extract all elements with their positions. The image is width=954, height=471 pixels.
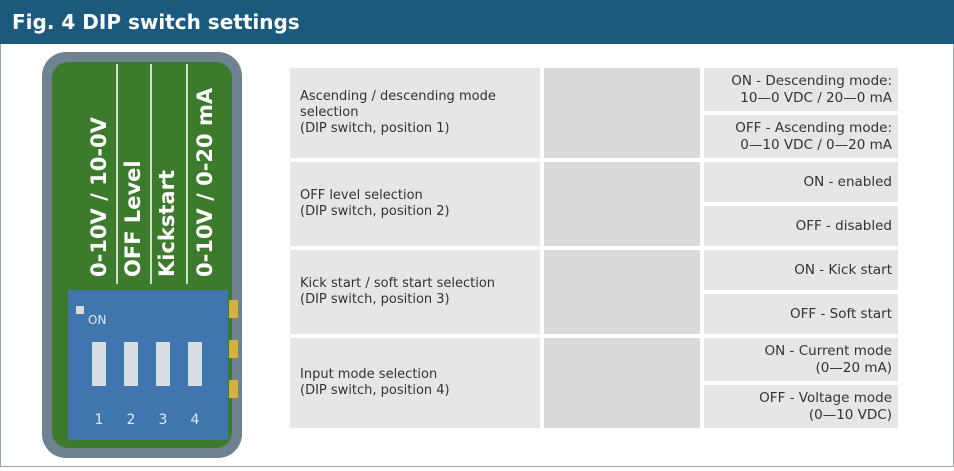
description-note: (DIP switch, position 2) (300, 204, 450, 219)
option-cell: OFF - Soft start (704, 294, 898, 334)
option-cell: OFF - Voltage mode (0—10 VDC) (704, 385, 898, 428)
description-cell: Ascending / descending mode selection (DI… (290, 68, 540, 158)
board-slot (124, 342, 138, 386)
board-on-label: ON (88, 313, 106, 327)
option-line: (0—20 mA) (815, 359, 892, 376)
option-cell: OFF - disabled (704, 206, 898, 246)
option-line: ON - Current mode (764, 342, 892, 359)
description-cell: Kick start / soft start selection (DIP sw… (290, 250, 540, 334)
switch-cell (544, 68, 700, 158)
description-title: Input mode selection (300, 367, 438, 382)
connector (229, 300, 238, 318)
board-slot (188, 342, 202, 386)
description-title: OFF level selection (300, 188, 423, 203)
option-line: 10—0 VDC / 20—0 mA (740, 89, 892, 106)
board-label: Kickstart (155, 170, 179, 277)
board-label: 0-10V / 0-20 mA (193, 87, 217, 277)
board-label: 0-10V / 10-0V (87, 116, 111, 277)
option-line: ON - enabled (803, 173, 892, 190)
option-line: 0—10 VDC / 0—20 mA (740, 136, 892, 153)
option-cell: OFF - Ascending mode: 0—10 VDC / 0—20 mA (704, 115, 898, 158)
description-title: Ascending / descending mode selection (300, 89, 496, 120)
header: Fig. 4 DIP switch settings (0, 0, 954, 44)
board-label: OFF Level (121, 160, 145, 277)
option-cell: ON - Descending mode: 10—0 VDC / 20—0 mA (704, 68, 898, 111)
board-number: 1 (95, 412, 104, 428)
option-cell: ON - Current mode (0—20 mA) (704, 338, 898, 381)
description-note: (DIP switch, position 4) (300, 383, 450, 398)
option-line: OFF - Ascending mode: (735, 119, 892, 136)
description-note: (DIP switch, position 1) (300, 121, 450, 136)
option-cell: ON - enabled (704, 162, 898, 202)
board-number: 2 (127, 412, 136, 428)
board-slot (156, 342, 170, 386)
marker (76, 306, 84, 314)
description-note: (DIP switch, position 3) (300, 292, 450, 307)
switch-cell (544, 338, 700, 428)
board-number: 3 (159, 412, 168, 428)
option-line: (0—10 VDC) (808, 406, 892, 423)
option-line: ON - Descending mode: (731, 72, 892, 89)
connector (229, 380, 238, 398)
connector (229, 340, 238, 358)
switch-cell (544, 162, 700, 246)
description-title: Kick start / soft start selection (300, 276, 496, 291)
option-cell: ON - Kick start (704, 250, 898, 290)
option-line: OFF - Soft start (790, 305, 892, 322)
board-slot (92, 342, 106, 386)
option-line: OFF - Voltage mode (759, 389, 892, 406)
description-cell: OFF level selection (DIP switch, position… (290, 162, 540, 246)
option-line: ON - Kick start (794, 261, 892, 278)
switch-cell (544, 250, 700, 334)
option-line: OFF - disabled (795, 217, 892, 234)
board-image: 0-10V / 10-0V OFF Level Kickstart 0-10V / 0… (42, 52, 242, 458)
description-cell: Input mode selection (DIP switch, positio… (290, 338, 540, 428)
board-number: 4 (191, 412, 200, 428)
